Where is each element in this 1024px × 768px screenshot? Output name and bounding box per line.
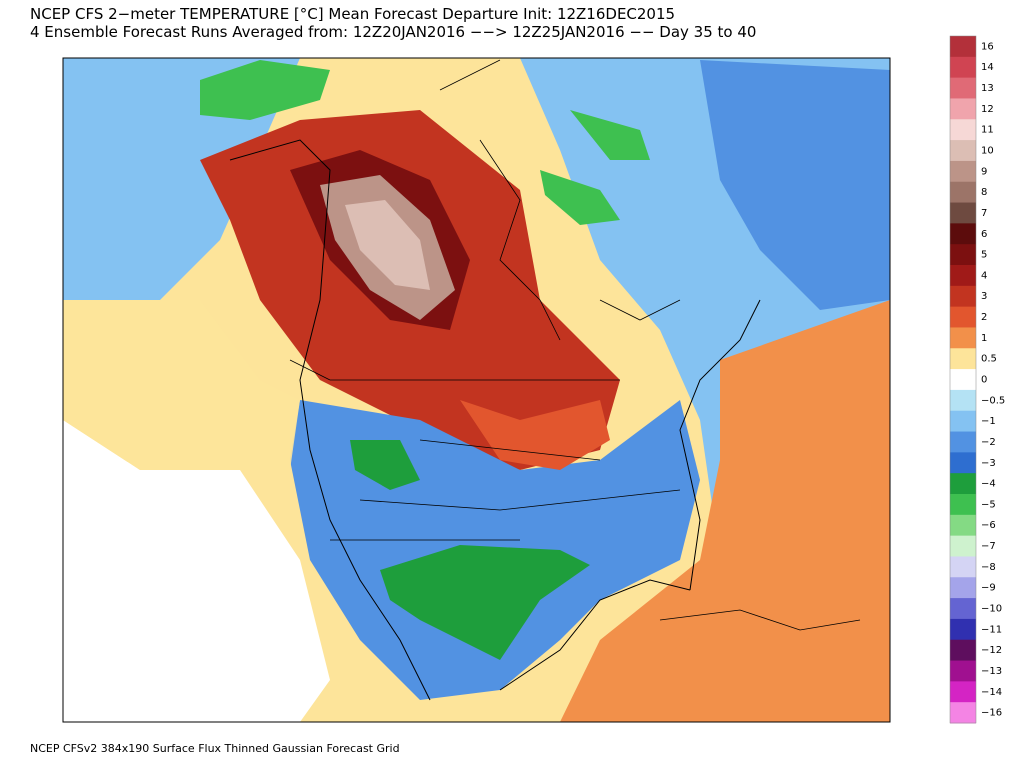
- colorbar-swatch: [950, 660, 976, 682]
- colorbar-swatch: [950, 452, 976, 474]
- colorbar-label: 12: [981, 104, 994, 115]
- colorbar-swatch: [950, 473, 976, 495]
- colorbar-label: −13: [981, 666, 1002, 677]
- colorbar-label: 4: [981, 270, 987, 281]
- colorbar-swatch: [950, 639, 976, 662]
- colorbar-label: −6: [981, 520, 996, 531]
- colorbar-label: 8: [981, 187, 987, 198]
- colorbar-label: −0.5: [981, 395, 1005, 406]
- colorbar-label: 7: [981, 208, 987, 219]
- colorbar-swatch: [950, 244, 976, 266]
- colorbar-swatch: [950, 577, 976, 599]
- colorbar-swatch: [950, 618, 976, 641]
- colorbar-swatch: [950, 556, 976, 578]
- colorbar-label: 16: [981, 41, 994, 52]
- map-frame: [62, 57, 891, 723]
- colorbar-label: 5: [981, 250, 987, 261]
- colorbar-swatch: [950, 140, 976, 162]
- colorbar-swatch: [950, 119, 976, 141]
- colorbar-label: −12: [981, 645, 1002, 656]
- colorbar-swatch: [950, 77, 976, 99]
- colorbar-label: 13: [981, 83, 994, 94]
- colorbar-swatch: [950, 535, 976, 557]
- colorbar-swatch: [950, 494, 976, 516]
- colorbar-swatch: [950, 431, 976, 453]
- colorbar-label: 1: [981, 333, 987, 344]
- colorbar-label: −1: [981, 416, 996, 427]
- colorbar-label: 10: [981, 146, 994, 157]
- colorbar-label: −14: [981, 687, 1002, 698]
- title-line-1: NCEP CFS 2−meter TEMPERATURE [°C] Mean F…: [30, 5, 675, 23]
- colorbar-swatch: [950, 98, 976, 120]
- colorbar-label: 9: [981, 166, 987, 177]
- colorbar-label: −8: [981, 562, 996, 573]
- colorbar-swatch: [950, 306, 976, 328]
- colorbar-swatch: [950, 348, 976, 370]
- colorbar-swatch: [950, 265, 976, 287]
- colorbar-label: −7: [981, 541, 996, 552]
- colorbar-swatch: [950, 598, 976, 620]
- colorbar-label: −10: [981, 604, 1002, 615]
- colorbar-swatch: [950, 702, 976, 724]
- colorbar-label: 6: [981, 229, 987, 240]
- colorbar-swatch: [950, 36, 976, 58]
- colorbar-label: −16: [981, 708, 1002, 719]
- colorbar-swatch: [950, 202, 976, 224]
- colorbar-frame: [949, 35, 977, 724]
- colorbar-label: 14: [981, 62, 994, 73]
- colorbar-swatch: [950, 160, 976, 183]
- colorbar-swatch: [950, 514, 976, 537]
- colorbar-swatch: [950, 285, 976, 308]
- colorbar-swatch: [950, 369, 976, 391]
- colorbar-label: 0: [981, 375, 987, 386]
- colorbar-label: −3: [981, 458, 996, 469]
- colorbar-swatch: [950, 223, 976, 245]
- colorbar-swatch: [950, 681, 976, 703]
- footer: NCEP CFSv2 384x190 Surface Flux Thinned …: [30, 742, 400, 755]
- colorbar-swatch: [950, 410, 976, 433]
- colorbar-swatch: [950, 56, 976, 79]
- colorbar-label: −9: [981, 583, 996, 594]
- map: [63, 58, 890, 722]
- colorbar-label: −5: [981, 499, 996, 510]
- colorbar-label: 3: [981, 291, 987, 302]
- colorbar-label: −4: [981, 479, 996, 490]
- colorbar: 16 14 13 12 11 10 9 8 7 6 5 4 3 2 1 0.5 0 −0.5 −1 −2 −3 −4 −5 −…: [949, 35, 1005, 724]
- colorbar-label: −2: [981, 437, 996, 448]
- colorbar-swatch: [950, 389, 976, 412]
- colorbar-swatch: [950, 181, 976, 204]
- colorbar-label: 2: [981, 312, 987, 323]
- colorbar-label: 11: [981, 125, 994, 136]
- colorbar-swatch: [950, 327, 976, 349]
- title-line-2: 4 Ensemble Forecast Runs Averaged from: …: [30, 23, 756, 41]
- colorbar-label: 0.5: [981, 354, 997, 365]
- colorbar-label: −11: [981, 624, 1002, 635]
